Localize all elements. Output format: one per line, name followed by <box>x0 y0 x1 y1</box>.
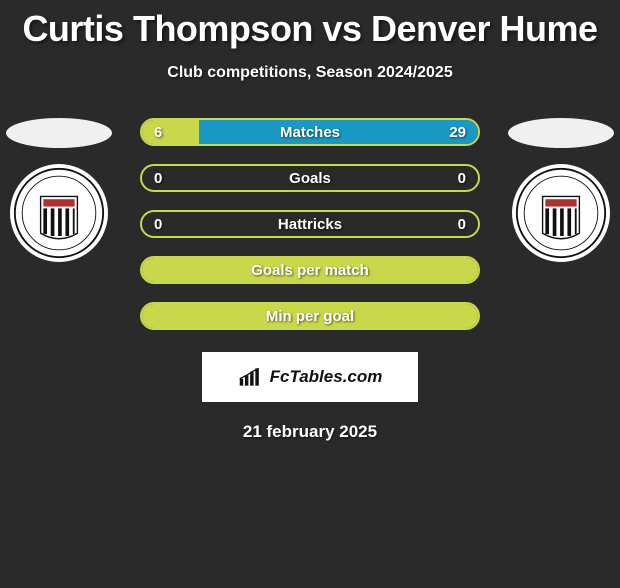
stat-label: Hattricks <box>278 216 342 233</box>
logo-text: FcTables.com <box>270 367 383 387</box>
stat-bar-matches: 6 Matches 29 <box>140 118 480 146</box>
comparison-title: Curtis Thompson vs Denver Hume <box>0 8 620 50</box>
subtitle: Club competitions, Season 2024/2025 <box>0 64 620 82</box>
stat-value-left: 0 <box>154 170 162 187</box>
stat-value-left: 6 <box>154 124 162 141</box>
club-crest-icon <box>13 167 105 259</box>
main-content: 6 Matches 29 0 Goals 0 0 Hattricks 0 Goals per ma… <box>0 118 620 442</box>
stat-value-right: 0 <box>458 216 466 233</box>
player-left-club-badge <box>10 164 108 262</box>
stat-bar-goals: 0 Goals 0 <box>140 164 480 192</box>
club-crest-icon <box>515 167 607 259</box>
player-right-avatar <box>508 118 614 148</box>
stat-bar-goals-per-match: Goals per match <box>140 256 480 284</box>
stat-label: Min per goal <box>266 308 354 325</box>
date-label: 21 february 2025 <box>0 422 620 442</box>
chart-icon <box>238 366 264 388</box>
stat-value-right: 0 <box>458 170 466 187</box>
stat-label: Matches <box>280 124 340 141</box>
stat-label: Goals <box>289 170 331 187</box>
fctables-logo: FcTables.com <box>202 352 418 402</box>
stat-bar-min-per-goal: Min per goal <box>140 302 480 330</box>
player-left-avatar <box>6 118 112 148</box>
player-right-column <box>508 118 614 262</box>
player-left-column <box>6 118 112 262</box>
stat-bars: 6 Matches 29 0 Goals 0 0 Hattricks 0 Goals per ma… <box>140 118 480 330</box>
stat-bar-hattricks: 0 Hattricks 0 <box>140 210 480 238</box>
stat-label: Goals per match <box>251 262 369 279</box>
stat-value-left: 0 <box>154 216 162 233</box>
player-right-club-badge <box>512 164 610 262</box>
stat-value-right: 29 <box>449 124 466 141</box>
bar-fill-left <box>142 120 199 144</box>
